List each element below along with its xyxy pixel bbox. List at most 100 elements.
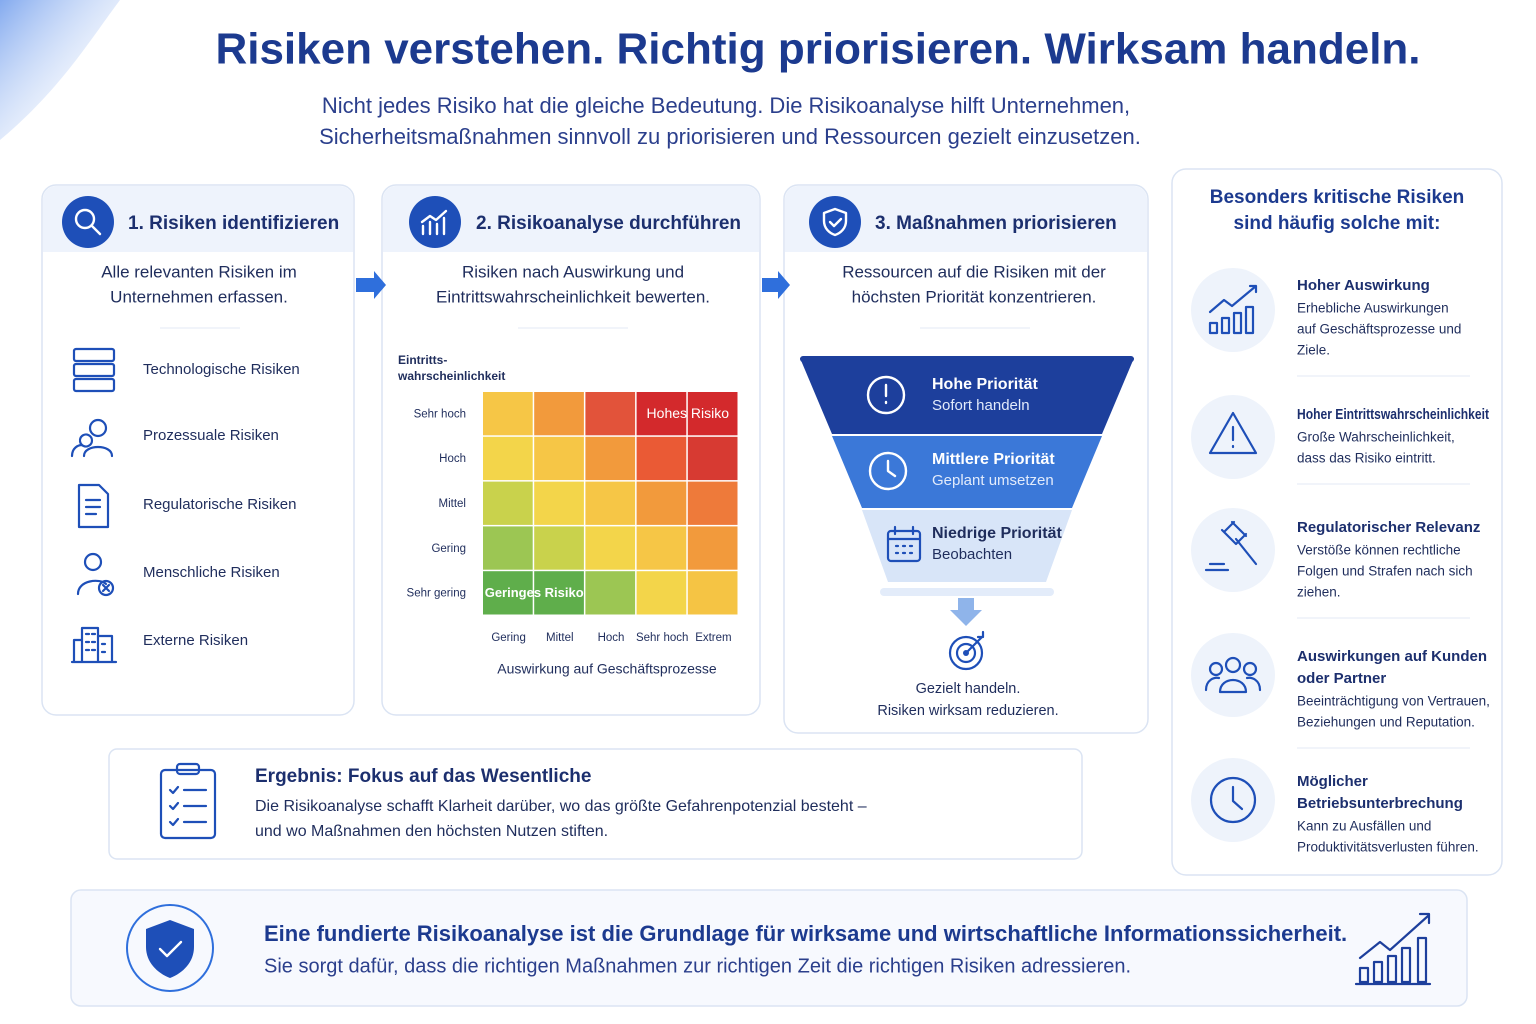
funnel-part (950, 598, 982, 626)
priority-subtitle: Geplant umsetzen (932, 472, 1054, 489)
decor-swoosh (0, 0, 120, 140)
step-icons-part (809, 196, 861, 248)
step-icons-part (62, 196, 114, 248)
step-icons-part (420, 209, 448, 236)
matrix-x-label: Auswirkung auf Geschäftsprozesse (497, 661, 717, 677)
matrix-cell (483, 481, 533, 525)
result-icon-part (175, 762, 201, 776)
step-icons-part (409, 196, 461, 248)
criterion-description: Erhebliche Auswirkungen (1297, 301, 1449, 316)
matrix-cell (585, 526, 636, 570)
sidebar-icons-part (1208, 284, 1258, 335)
criterion-title: oder Partner (1297, 670, 1386, 687)
criterion-description: Produktivitätsverlusten führen. (1297, 840, 1479, 855)
sidebar-icons-part (1191, 633, 1275, 717)
funnel-footer: Risiken wirksam reduzieren. (877, 703, 1058, 719)
funnel-part (955, 642, 977, 664)
sidebar-title: Besonders kritische Risiken (1210, 187, 1465, 208)
sidebar-icons-part (1208, 661, 1224, 677)
item-icons-part (83, 552, 103, 572)
risk-category: Prozessuale Risiken (143, 427, 279, 444)
matrix-cell (687, 481, 738, 525)
item-icons-part (70, 433, 114, 458)
step-description: Unternehmen erfassen. (110, 287, 288, 306)
funnel-part (886, 529, 922, 563)
matrix-cell (687, 526, 738, 570)
risk-category: Menschliche Risiken (143, 564, 280, 581)
step-description: höchsten Priorität konzentrieren. (852, 287, 1097, 306)
matrix-cell (636, 571, 687, 615)
funnel (800, 356, 1134, 671)
priority-title: Niedrige Priorität (932, 525, 1062, 542)
item-icons-part (76, 579, 108, 596)
page-title: Risiken verstehen. Richtig priorisieren.… (215, 25, 1420, 74)
cards-part (70, 889, 1468, 1007)
matrix-cell (534, 526, 584, 570)
step-title: 3. Maßnahmen priorisieren (875, 213, 1117, 234)
step-description: Risiken nach Auswirkung und (462, 262, 684, 281)
item-icons-part (77, 483, 110, 529)
sidebar-icons-part (1209, 776, 1257, 824)
sidebar-icons-part (1204, 520, 1258, 572)
cards (41, 168, 1503, 1007)
matrix-cell (483, 436, 533, 481)
item-icons (70, 347, 118, 664)
matrix-cell (483, 392, 533, 436)
criterion-description: Kann zu Ausfällen und (1297, 819, 1431, 834)
result-icon-part (159, 768, 217, 840)
sidebar-icons-part (1208, 411, 1258, 455)
matrix-y-label: wahrscheinlichkeit (397, 369, 505, 383)
cards-part (383, 186, 759, 252)
step-description: Ressourcen auf die Risiken mit der (842, 262, 1106, 281)
risk-category: Technologische Risiken (143, 361, 300, 378)
footer-icons-part (126, 904, 214, 992)
item-icons-part (101, 583, 111, 593)
sidebar-icons-part (1191, 268, 1275, 352)
sidebar-icons-part (1191, 508, 1275, 592)
criterion-description: auf Geschäftsprozesse und (1297, 322, 1461, 337)
matrix-cell (687, 392, 738, 436)
high-risk-label: Hohes Risiko (647, 405, 730, 421)
criterion-title: Betriebsunterbrechung (1297, 795, 1463, 812)
footer-icons-part (1354, 912, 1432, 986)
step-title: 1. Risiken identifizieren (128, 213, 339, 234)
sidebar-icons-part (1242, 661, 1258, 677)
item-icons-part (88, 418, 108, 438)
footer-icons-part (158, 940, 183, 958)
item-icons-part (70, 626, 118, 664)
matrix-column-label: Mittel (546, 632, 573, 644)
criterion-title: Hoher Eintrittswahrscheinlichkeit (1297, 406, 1489, 423)
criterion-description: Große Wahrscheinlichkeit, (1297, 430, 1455, 445)
matrix-cell (636, 392, 687, 436)
footer-title: Eine fundierte Risikoanalyse ist die Gru… (264, 921, 1347, 946)
sidebar-title: sind häufig solche mit: (1234, 213, 1441, 234)
matrix-cell (585, 436, 636, 481)
step-icons-part (822, 207, 848, 237)
matrix-column-label: Sehr hoch (636, 632, 688, 644)
item-icons-part (72, 347, 116, 363)
step-icons (62, 196, 861, 248)
risk-matrix (483, 392, 738, 615)
sidebar-icons (1191, 268, 1275, 842)
cards-part (762, 271, 790, 299)
matrix-cell (585, 392, 636, 436)
matrix-cell (636, 436, 687, 481)
matrix-cell (636, 481, 687, 525)
funnel-part (832, 436, 1102, 508)
matrix-cell (585, 571, 636, 615)
step-icons-part (74, 208, 96, 230)
funnel-part (880, 588, 1054, 596)
footer-icons-part (146, 920, 194, 978)
criterion-description: dass das Risiko eintritt. (1297, 451, 1436, 466)
result-icon-part (168, 785, 208, 827)
step-title: 2. Risikoanalyse durchführen (476, 213, 741, 234)
matrix-column-label: Extrem (695, 632, 731, 644)
cards-part (785, 186, 1147, 252)
funnel-part (868, 451, 908, 491)
criterion-description: ziehen. (1297, 585, 1341, 600)
step-icons-part (90, 224, 102, 236)
funnel-part (886, 525, 922, 555)
matrix-row-label: Hoch (439, 453, 466, 465)
